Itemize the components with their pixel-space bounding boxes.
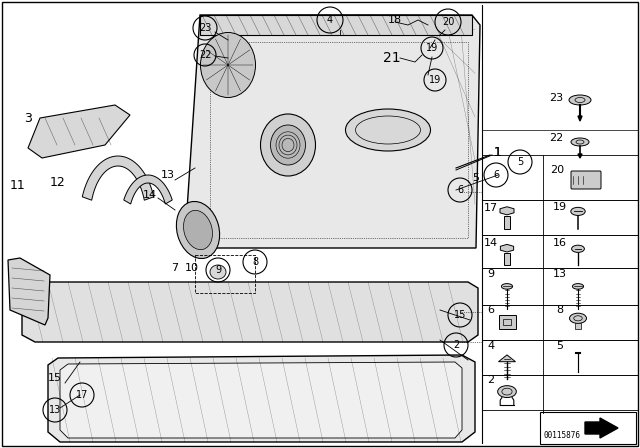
Polygon shape [500, 207, 514, 215]
Ellipse shape [200, 33, 255, 98]
Text: 5: 5 [472, 173, 479, 183]
Text: 22: 22 [199, 50, 211, 60]
Text: 10: 10 [185, 263, 199, 273]
Text: 8: 8 [556, 305, 564, 315]
Ellipse shape [184, 211, 212, 250]
Text: 20: 20 [442, 17, 454, 27]
Bar [575, 323, 580, 328]
Text: 00115876: 00115876 [544, 431, 581, 440]
Text: 14: 14 [143, 190, 157, 200]
Text: 2: 2 [488, 375, 495, 385]
Text: 23: 23 [199, 23, 211, 33]
Text: 19: 19 [553, 202, 567, 212]
Polygon shape [48, 355, 475, 442]
Text: 9: 9 [215, 265, 221, 275]
Text: 1: 1 [494, 146, 502, 159]
Text: 6: 6 [488, 305, 495, 315]
Polygon shape [200, 15, 472, 35]
Polygon shape [500, 244, 514, 252]
Text: 23: 23 [549, 93, 563, 103]
FancyBboxPatch shape [571, 171, 601, 189]
Polygon shape [83, 156, 154, 200]
Text: 13: 13 [553, 269, 567, 279]
Text: 18: 18 [388, 15, 402, 25]
Ellipse shape [271, 125, 305, 165]
Ellipse shape [346, 109, 431, 151]
Text: 1: 1 [494, 146, 502, 159]
Ellipse shape [501, 284, 513, 289]
Polygon shape [578, 116, 582, 121]
Ellipse shape [498, 386, 516, 397]
Text: 4: 4 [488, 341, 495, 351]
Text: 9: 9 [488, 269, 495, 279]
Text: 6: 6 [457, 185, 463, 195]
Text: 19: 19 [429, 75, 441, 85]
Text: 15: 15 [454, 310, 466, 320]
Polygon shape [22, 282, 478, 342]
Text: 15: 15 [48, 373, 62, 383]
Polygon shape [8, 258, 50, 325]
Bar [503, 319, 511, 325]
Text: 17: 17 [484, 203, 498, 213]
Bar [504, 253, 509, 265]
Polygon shape [578, 154, 582, 158]
Text: 19: 19 [426, 43, 438, 53]
Ellipse shape [210, 265, 226, 279]
Text: 13: 13 [161, 170, 175, 180]
Bar [499, 315, 515, 329]
Bar [504, 216, 509, 229]
Polygon shape [585, 418, 618, 438]
Text: 5: 5 [517, 157, 523, 167]
Text: 17: 17 [76, 390, 88, 400]
Text: 12: 12 [50, 176, 66, 189]
Text: 14: 14 [484, 238, 498, 248]
Text: 6: 6 [493, 170, 499, 180]
Ellipse shape [177, 202, 220, 258]
Text: 11: 11 [10, 178, 26, 191]
Text: 3: 3 [24, 112, 32, 125]
Polygon shape [28, 105, 130, 158]
Bar [540, 412, 636, 444]
Ellipse shape [572, 284, 584, 289]
Ellipse shape [571, 138, 589, 146]
Polygon shape [60, 362, 462, 438]
Text: 13: 13 [49, 405, 61, 415]
Text: 20: 20 [550, 165, 564, 175]
Text: 21: 21 [383, 51, 401, 65]
Text: 7: 7 [172, 263, 179, 273]
Text: 2: 2 [453, 340, 459, 350]
Bar [195, 255, 255, 293]
Ellipse shape [572, 245, 584, 252]
Ellipse shape [570, 313, 586, 323]
Text: 16: 16 [553, 238, 567, 248]
Text: 22: 22 [549, 133, 563, 143]
Polygon shape [124, 175, 172, 204]
Ellipse shape [571, 207, 585, 215]
Text: 8: 8 [252, 257, 258, 267]
Ellipse shape [569, 95, 591, 105]
Text: 4: 4 [327, 15, 333, 25]
Text: 5: 5 [557, 341, 563, 351]
Polygon shape [185, 15, 480, 248]
Polygon shape [499, 355, 515, 362]
Ellipse shape [260, 114, 316, 176]
